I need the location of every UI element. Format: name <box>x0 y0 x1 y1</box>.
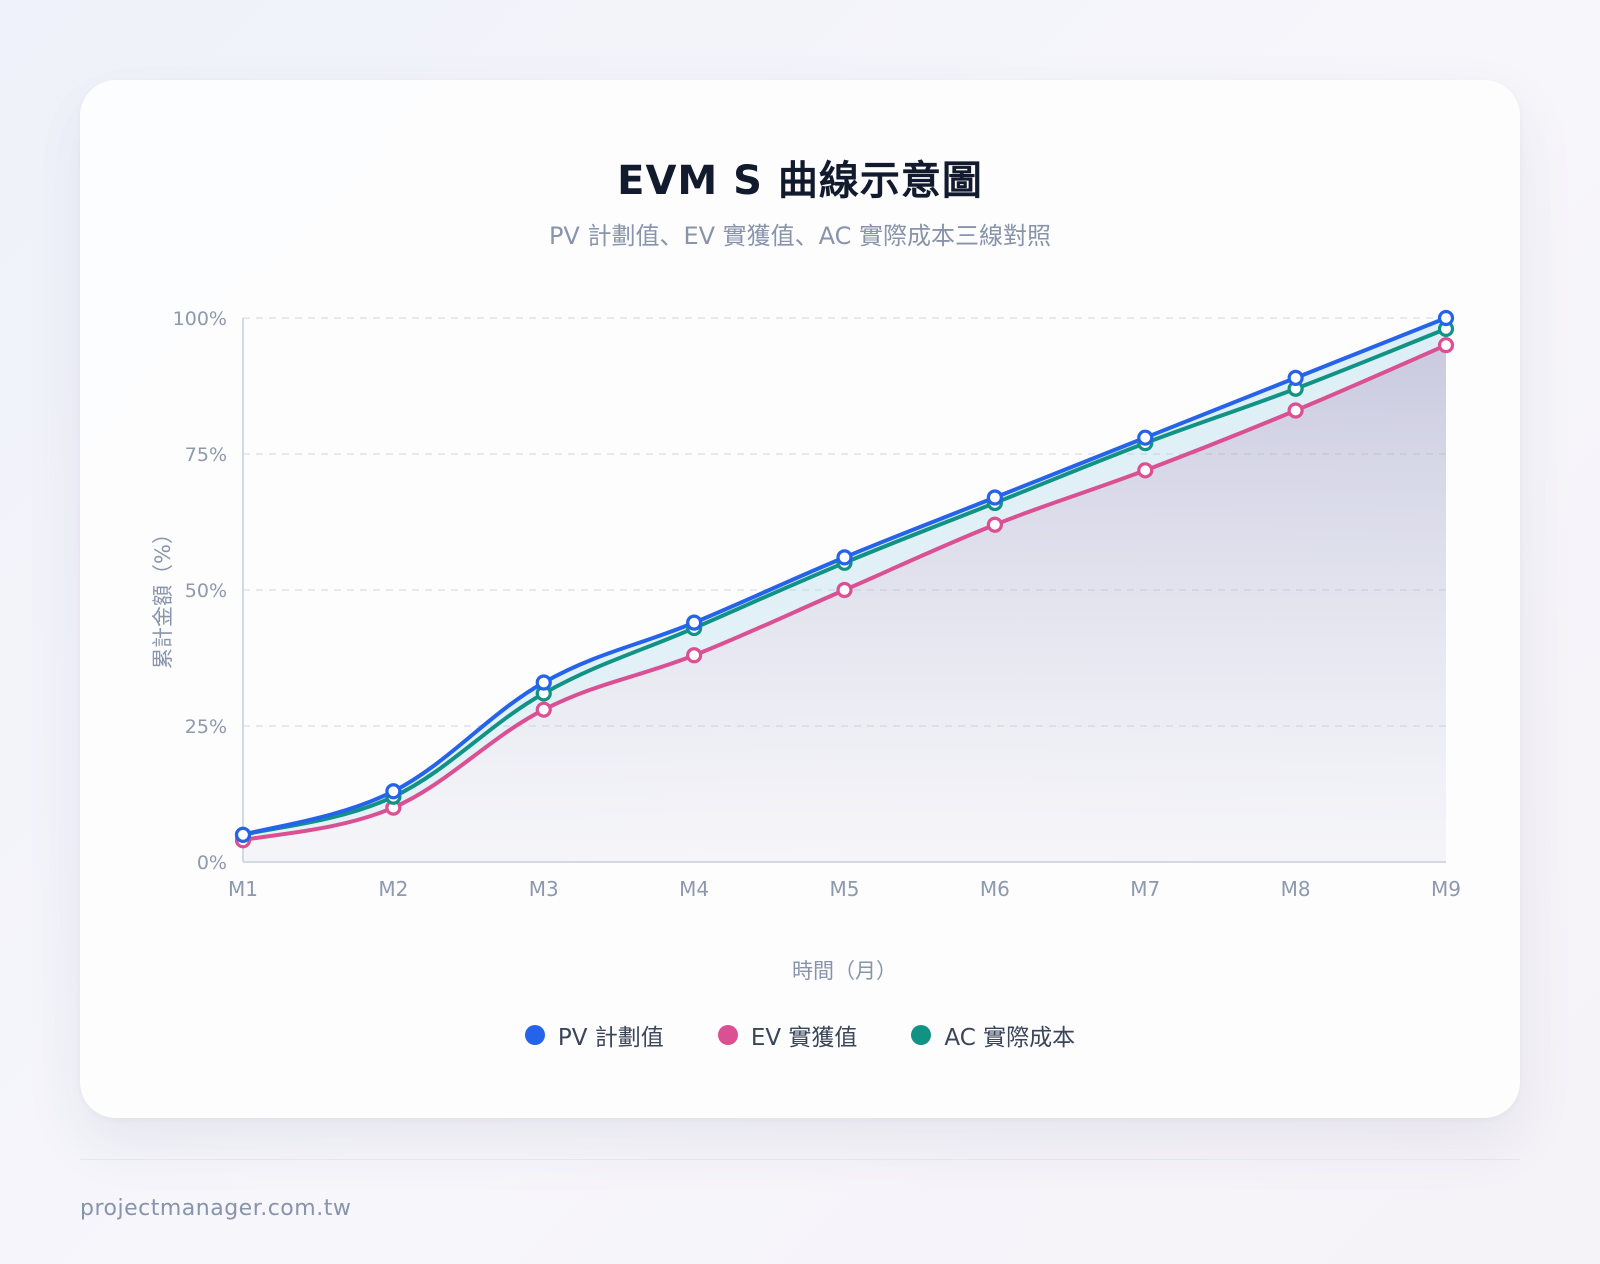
y-tick-label: 0% <box>197 852 227 874</box>
pv-point <box>1287 369 1304 386</box>
ev-point <box>986 516 1003 533</box>
ev-point <box>686 647 703 664</box>
ev-point <box>836 581 853 599</box>
x-tick-label: M3 <box>529 877 559 901</box>
chart-subtitle: PV 計劃值、EV 實獲值、AC 實際成本三線對照 <box>548 222 1052 250</box>
legend-label-pv: PV 計劃值 <box>557 1025 664 1051</box>
ev-point <box>1437 337 1455 354</box>
x-tick-label: M8 <box>1281 877 1311 901</box>
ev-point <box>535 701 552 718</box>
y-tick-label: 50% <box>185 580 227 602</box>
x-tick-label: M5 <box>830 877 860 901</box>
chart-title: EVM S 曲線示意圖 <box>617 158 983 204</box>
pv-point <box>986 489 1003 506</box>
footer-divider <box>80 1159 1520 1160</box>
pv-point <box>535 674 552 691</box>
line-chart: 0% 25% 50% 75% 100% M1 M2 M3 M4 M5 M6 M7 M8 M9 時間（月） 累計… <box>151 308 1461 983</box>
y-tick-label: 100% <box>173 308 227 330</box>
ev-point <box>1287 402 1304 419</box>
ev-point <box>1137 462 1154 479</box>
y-tick-label: 25% <box>185 716 227 738</box>
chart-legend: PV 計劃值 EV 實獲值 AC 實際成本 <box>0 1018 1600 1052</box>
x-tick-label: M2 <box>378 877 408 901</box>
legend-item-ev[interactable]: EV 實獲值 <box>717 1018 858 1052</box>
pv-point <box>234 826 252 843</box>
pv-point <box>1137 429 1154 446</box>
pv-point <box>1437 309 1455 327</box>
legend-label-ac: AC 實際成本 <box>944 1025 1076 1051</box>
legend-label-ev: EV 實獲值 <box>750 1025 858 1051</box>
y-tick-label: 75% <box>185 444 227 466</box>
x-axis-title: 時間（月） <box>792 959 897 983</box>
x-tick-label: M1 <box>228 877 258 901</box>
legend-dot-pv <box>524 1025 545 1045</box>
legend-dot-ac <box>911 1025 932 1045</box>
pv-point <box>836 549 853 566</box>
legend-item-pv[interactable]: PV 計劃值 <box>524 1018 664 1052</box>
footer-site-name: projectmanager.com.tw <box>80 1196 352 1221</box>
pv-point <box>686 614 703 631</box>
pv-point <box>385 783 402 800</box>
legend-dot-ev <box>717 1025 738 1045</box>
y-axis-title: 累計金額（%） <box>151 523 175 669</box>
x-tick-label: M9 <box>1431 877 1461 901</box>
x-tick-label: M4 <box>679 877 709 901</box>
x-tick-label: M6 <box>980 877 1010 901</box>
legend-item-ac[interactable]: AC 實際成本 <box>911 1018 1075 1052</box>
x-tick-label: M7 <box>1130 877 1160 901</box>
